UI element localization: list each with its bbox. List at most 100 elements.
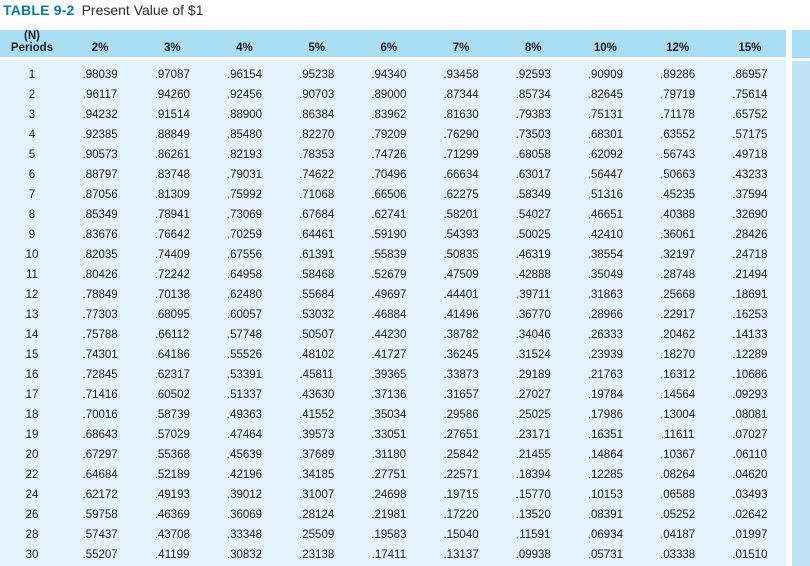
period-cell: 7 (28, 188, 36, 201)
pv-cell: .36245 (443, 348, 479, 361)
pv-cell: .75614 (732, 88, 768, 101)
pv-cell: .32690 (732, 208, 768, 221)
pv-cell: .70138 (154, 288, 190, 301)
period-cell: 15 (25, 348, 39, 361)
pv-cell: .79209 (371, 128, 407, 141)
pv-cell: .12285 (587, 468, 623, 481)
pv-cell: .25668 (660, 288, 696, 301)
pv-cell: .17220 (443, 508, 479, 521)
period-cell: 24 (25, 488, 39, 501)
pv-cell: .72845 (82, 368, 118, 381)
pv-cell: .17411 (371, 548, 406, 561)
pv-cell: .21494 (732, 268, 768, 281)
pv-cell: .58349 (515, 188, 551, 201)
pv-cell: .31180 (371, 448, 406, 461)
pv-cell: .73503 (515, 128, 551, 141)
pv-cell: .78353 (299, 148, 335, 161)
pv-cell: .08081 (732, 408, 768, 421)
pv-cell: .67297 (82, 448, 118, 461)
pv-cell: .36770 (515, 308, 551, 321)
pv-cell: .66112 (155, 328, 190, 341)
period-cell: 3 (28, 108, 36, 121)
pv-cell: .70496 (371, 168, 407, 181)
pv-cell: .70016 (82, 408, 118, 421)
pv-cell: .92456 (226, 88, 263, 101)
pv-cell: .16351 (587, 428, 623, 441)
pv-cell: .57029 (154, 428, 190, 441)
table-row-period-13: 13 .77303 .68095 .60057 .53032 .46884 .41496 .3… (0, 305, 786, 325)
pv-cell: .57175 (732, 128, 768, 141)
pv-cell: .23939 (587, 348, 623, 361)
pv-cell: .77303 (82, 308, 118, 321)
pv-cell: .52679 (371, 268, 407, 281)
pv-cell: .31863 (587, 288, 623, 301)
period-cell: 1 (28, 68, 36, 81)
pv-cell: .86261 (154, 148, 190, 161)
pv-cell: .33873 (443, 368, 479, 381)
period-cell: 9 (28, 228, 36, 241)
pv-cell: .82645 (587, 88, 623, 101)
pv-cell: .71068 (299, 188, 335, 201)
table-caption: TABLE 9-2 Present Value of $1 (3, 2, 204, 28)
pv-cell: .37136 (371, 388, 407, 401)
page-edge-strip-body-segment (792, 61, 810, 566)
pv-cell: .74622 (299, 168, 335, 181)
pv-cell: .76290 (443, 128, 479, 141)
pv-cell: .05252 (660, 508, 696, 521)
pv-cell: .26333 (587, 328, 623, 341)
pv-cell: .19583 (371, 528, 407, 541)
table-row-period-17: 17 .71416 .60502 .51337 .43630 .37136 .31657 .2… (0, 385, 786, 405)
pv-cell: .46651 (587, 208, 623, 221)
pv-cell: .85734 (515, 88, 551, 101)
pv-cell: .81309 (154, 188, 190, 201)
pv-cell: .04187 (660, 528, 696, 541)
period-cell: 12 (25, 288, 39, 301)
pv-cell: .27027 (515, 388, 551, 401)
pv-cell: .49697 (371, 288, 407, 301)
pv-cell: .31007 (299, 488, 335, 501)
pv-cell: .50025 (515, 228, 551, 241)
pv-cell: .66506 (371, 188, 407, 201)
table-row-period-10: 10 .82035 .74409 .67556 .61391 .55839 .50835 .4… (0, 245, 786, 265)
pv-cell: .87056 (82, 188, 118, 201)
pv-cell: .27651 (443, 428, 479, 441)
pv-cell: .55207 (82, 548, 118, 561)
pv-cell: .60502 (154, 388, 190, 401)
period-cell: 20 (25, 448, 39, 461)
pv-cell: .49193 (154, 488, 190, 501)
pv-cell: .28966 (587, 308, 623, 321)
pv-cell: .44230 (371, 328, 407, 341)
pv-cell: .90909 (587, 68, 623, 81)
pv-cell: .37594 (732, 188, 768, 201)
pv-cell: .94260 (154, 88, 190, 101)
pv-cell: .74301 (82, 348, 118, 361)
period-cell: 13 (25, 308, 39, 321)
pv-cell: .07027 (732, 428, 768, 441)
pv-cell: .98039 (82, 68, 118, 81)
pv-cell: .16312 (660, 368, 696, 381)
pv-cell: .25509 (299, 528, 335, 541)
period-cell: 10 (25, 248, 39, 261)
pv-cell: .75992 (226, 188, 263, 201)
pv-cell: .68301 (587, 128, 623, 141)
pv-cell: .66634 (443, 168, 479, 181)
pv-cell: .16253 (732, 308, 768, 321)
page-edge-strip-gap (792, 58, 810, 61)
pv-cell: .76642 (154, 228, 190, 241)
pv-cell: .45235 (660, 188, 696, 201)
pv-cell: .92385 (82, 128, 118, 141)
pv-cell: .63017 (515, 168, 551, 181)
pv-cell: .09293 (732, 388, 768, 401)
pv-cell: .39573 (299, 428, 335, 441)
pv-cell: .23171 (515, 428, 551, 441)
pv-cell: .41199 (155, 548, 190, 561)
pv-cell: .90573 (82, 148, 118, 161)
pv-cell: .42888 (515, 268, 551, 281)
pv-cell: .83676 (82, 228, 118, 241)
pv-cell: .70259 (226, 228, 263, 241)
pv-cell: .06934 (587, 528, 623, 541)
pv-cell: .45639 (226, 448, 263, 461)
pv-cell: .13137 (443, 548, 479, 561)
pv-cell: .85480 (226, 128, 263, 141)
pv-cell: .21455 (515, 448, 551, 461)
